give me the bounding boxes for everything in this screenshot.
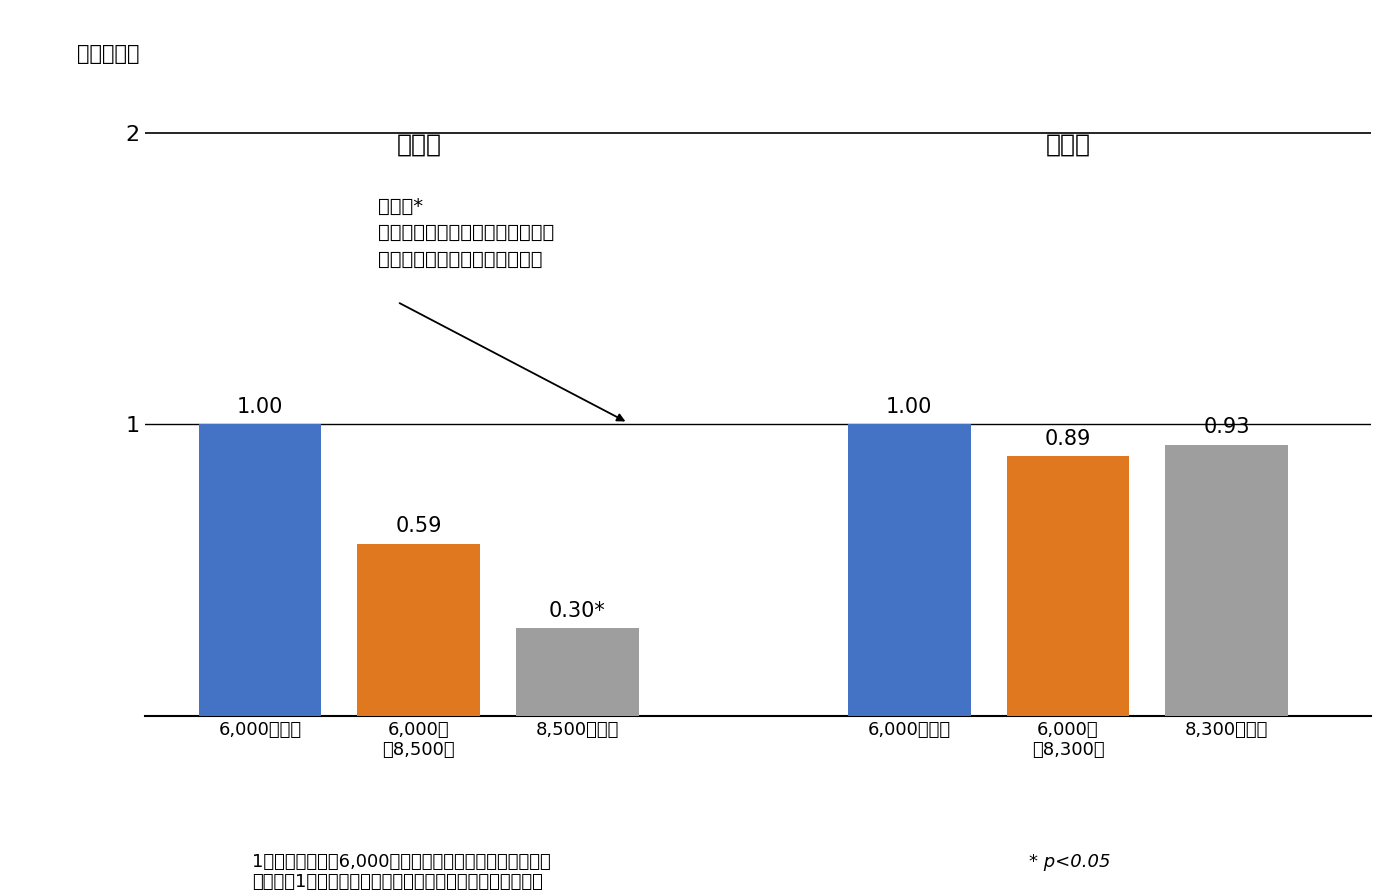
Bar (357, 544, 480, 716)
Text: ハザード比: ハザード比 (77, 44, 140, 64)
Text: 1.00: 1.00 (237, 397, 283, 417)
Bar (1165, 445, 1288, 716)
Text: 1日の平均歩数が6,000歩未満の人の全がんによる死亡の
リスクを1とした場合の，歩数グループ別のリスクを示す。: 1日の平均歩数が6,000歩未満の人の全がんによる死亡の リスクを1とした場合の… (252, 853, 550, 890)
Text: 0.59: 0.59 (396, 516, 442, 537)
Text: 0.30*: 0.30* (549, 601, 606, 621)
Bar (848, 425, 970, 716)
Text: 1.00: 1.00 (886, 397, 932, 417)
Bar (1007, 457, 1130, 716)
Text: 女　性: 女 性 (1046, 132, 1091, 156)
Text: 0.89: 0.89 (1044, 429, 1091, 449)
Text: * p<0.05: * p<0.05 (1029, 853, 1110, 870)
Text: 傾向性*
（よく歩いている人ほど、がんに
より死亡するリスクが小さい）: 傾向性* （よく歩いている人ほど、がんに より死亡するリスクが小さい） (378, 197, 554, 269)
Bar (199, 425, 322, 716)
Text: 0.93: 0.93 (1204, 417, 1250, 437)
Bar (517, 628, 638, 716)
Text: 男　性: 男 性 (396, 132, 441, 156)
